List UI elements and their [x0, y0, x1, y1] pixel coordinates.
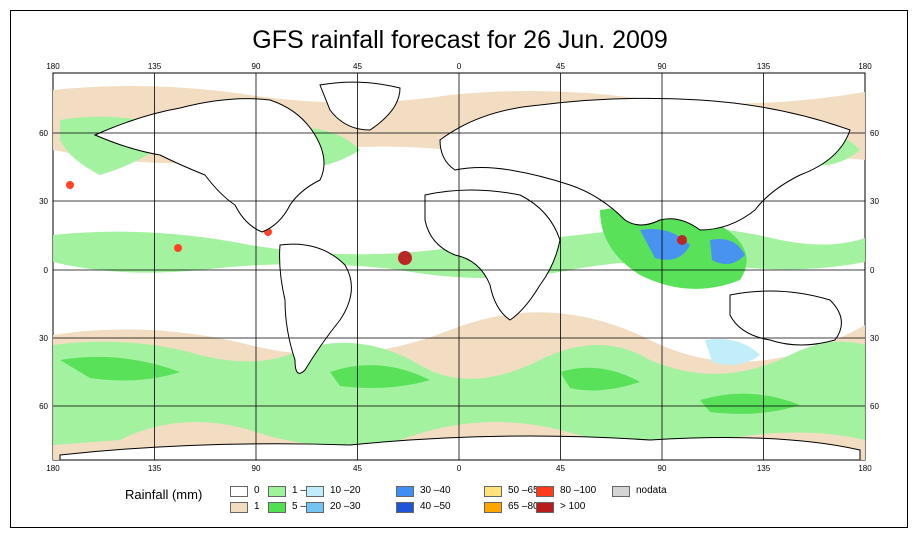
heavy-cell-6 — [66, 181, 74, 189]
legend-label: 30 –40 — [420, 485, 451, 496]
top-lon-label: 180 — [858, 62, 872, 71]
greenland — [319, 81, 401, 131]
tick-labels: 180 180 135 135 90 90 45 45 0 0 45 45 90 90 135 135 180 1… — [39, 62, 879, 473]
top-lon-label: 135 — [148, 62, 162, 71]
top-lon-label: 0 — [457, 62, 462, 71]
coastlines — [59, 81, 861, 461]
legend-label: > 100 — [560, 501, 586, 512]
legend-swatch — [536, 502, 554, 513]
legend-swatch — [268, 486, 286, 497]
bottom-lon-label: 90 — [658, 464, 667, 473]
legend-swatch — [484, 486, 502, 497]
southern-green-streaks — [60, 356, 800, 414]
legend-label: 10 –20 — [330, 485, 361, 496]
europe-asia — [439, 97, 851, 231]
subtropical-blue — [705, 339, 760, 365]
right-lat-label: 0 — [870, 266, 875, 275]
left-lat-label: 60 — [39, 129, 48, 138]
left-lat-label: 60 — [39, 402, 48, 411]
top-lon-label: 90 — [658, 62, 667, 71]
bottom-lon-label: 45 — [556, 464, 565, 473]
legend-swatch — [306, 486, 324, 497]
legend-label: 40 –50 — [420, 501, 451, 512]
left-lat-label: 0 — [44, 266, 49, 275]
legend-label: 5 –10 — [292, 501, 318, 512]
legend-swatch — [230, 486, 248, 497]
top-lon-label: 90 — [252, 62, 261, 71]
bottom-lon-label: 90 — [252, 464, 261, 473]
bottom-lon-label: 135 — [757, 464, 771, 473]
monsoon-heavy — [640, 229, 745, 264]
bottom-lon-label: 180 — [858, 464, 872, 473]
figure-frame — [10, 10, 908, 528]
legend-label: 20 –30 — [330, 501, 361, 512]
legend-label: 1 –5 — [292, 485, 312, 496]
legend-swatch — [306, 502, 324, 513]
bottom-lon-label: 135 — [148, 464, 162, 473]
legend-label: 50 –65 — [508, 485, 539, 496]
bottom-lon-label: 45 — [353, 464, 362, 473]
right-lat-label: 60 — [870, 402, 879, 411]
top-lon-label: 135 — [757, 62, 771, 71]
heavy-cell-1 — [398, 251, 412, 265]
heavy-cell-4 — [677, 235, 687, 245]
top-lon-label: 45 — [353, 62, 362, 71]
south-america — [279, 243, 352, 374]
heavy-cell-2 — [174, 244, 182, 252]
legend-label: 80 –100 — [560, 485, 597, 496]
legend-swatch — [396, 502, 414, 513]
right-lat-label: 30 — [870, 334, 879, 343]
left-lat-label: 30 — [39, 334, 48, 343]
legend-swatch — [536, 486, 554, 497]
australia — [729, 290, 842, 346]
top-lon-label: 45 — [556, 62, 565, 71]
map-title: GFS rainfall forecast for 26 Jun. 2009 — [252, 26, 668, 54]
legend-swatch — [230, 502, 248, 513]
legend-label: 65 –80 — [508, 501, 539, 512]
top-lon-label: 180 — [46, 62, 60, 71]
lat-lon-grid — [53, 73, 865, 460]
legend-swatch — [268, 502, 286, 513]
bottom-lon-label: 180 — [46, 464, 60, 473]
right-lat-label: 30 — [870, 197, 879, 206]
bottom-lon-label: 0 — [457, 464, 462, 473]
legend-label: 0 — [254, 485, 260, 496]
north-america — [93, 98, 325, 233]
legend-swatch — [612, 486, 630, 497]
legend-label: 1 — [254, 501, 260, 512]
right-lat-label: 60 — [870, 129, 879, 138]
left-lat-label: 30 — [39, 197, 48, 206]
legend-label: nodata — [636, 485, 667, 496]
antarctica — [59, 435, 861, 461]
legend-swatch — [484, 502, 502, 513]
legend-title: Rainfall (mm) — [125, 487, 203, 502]
legend-swatch — [396, 486, 414, 497]
